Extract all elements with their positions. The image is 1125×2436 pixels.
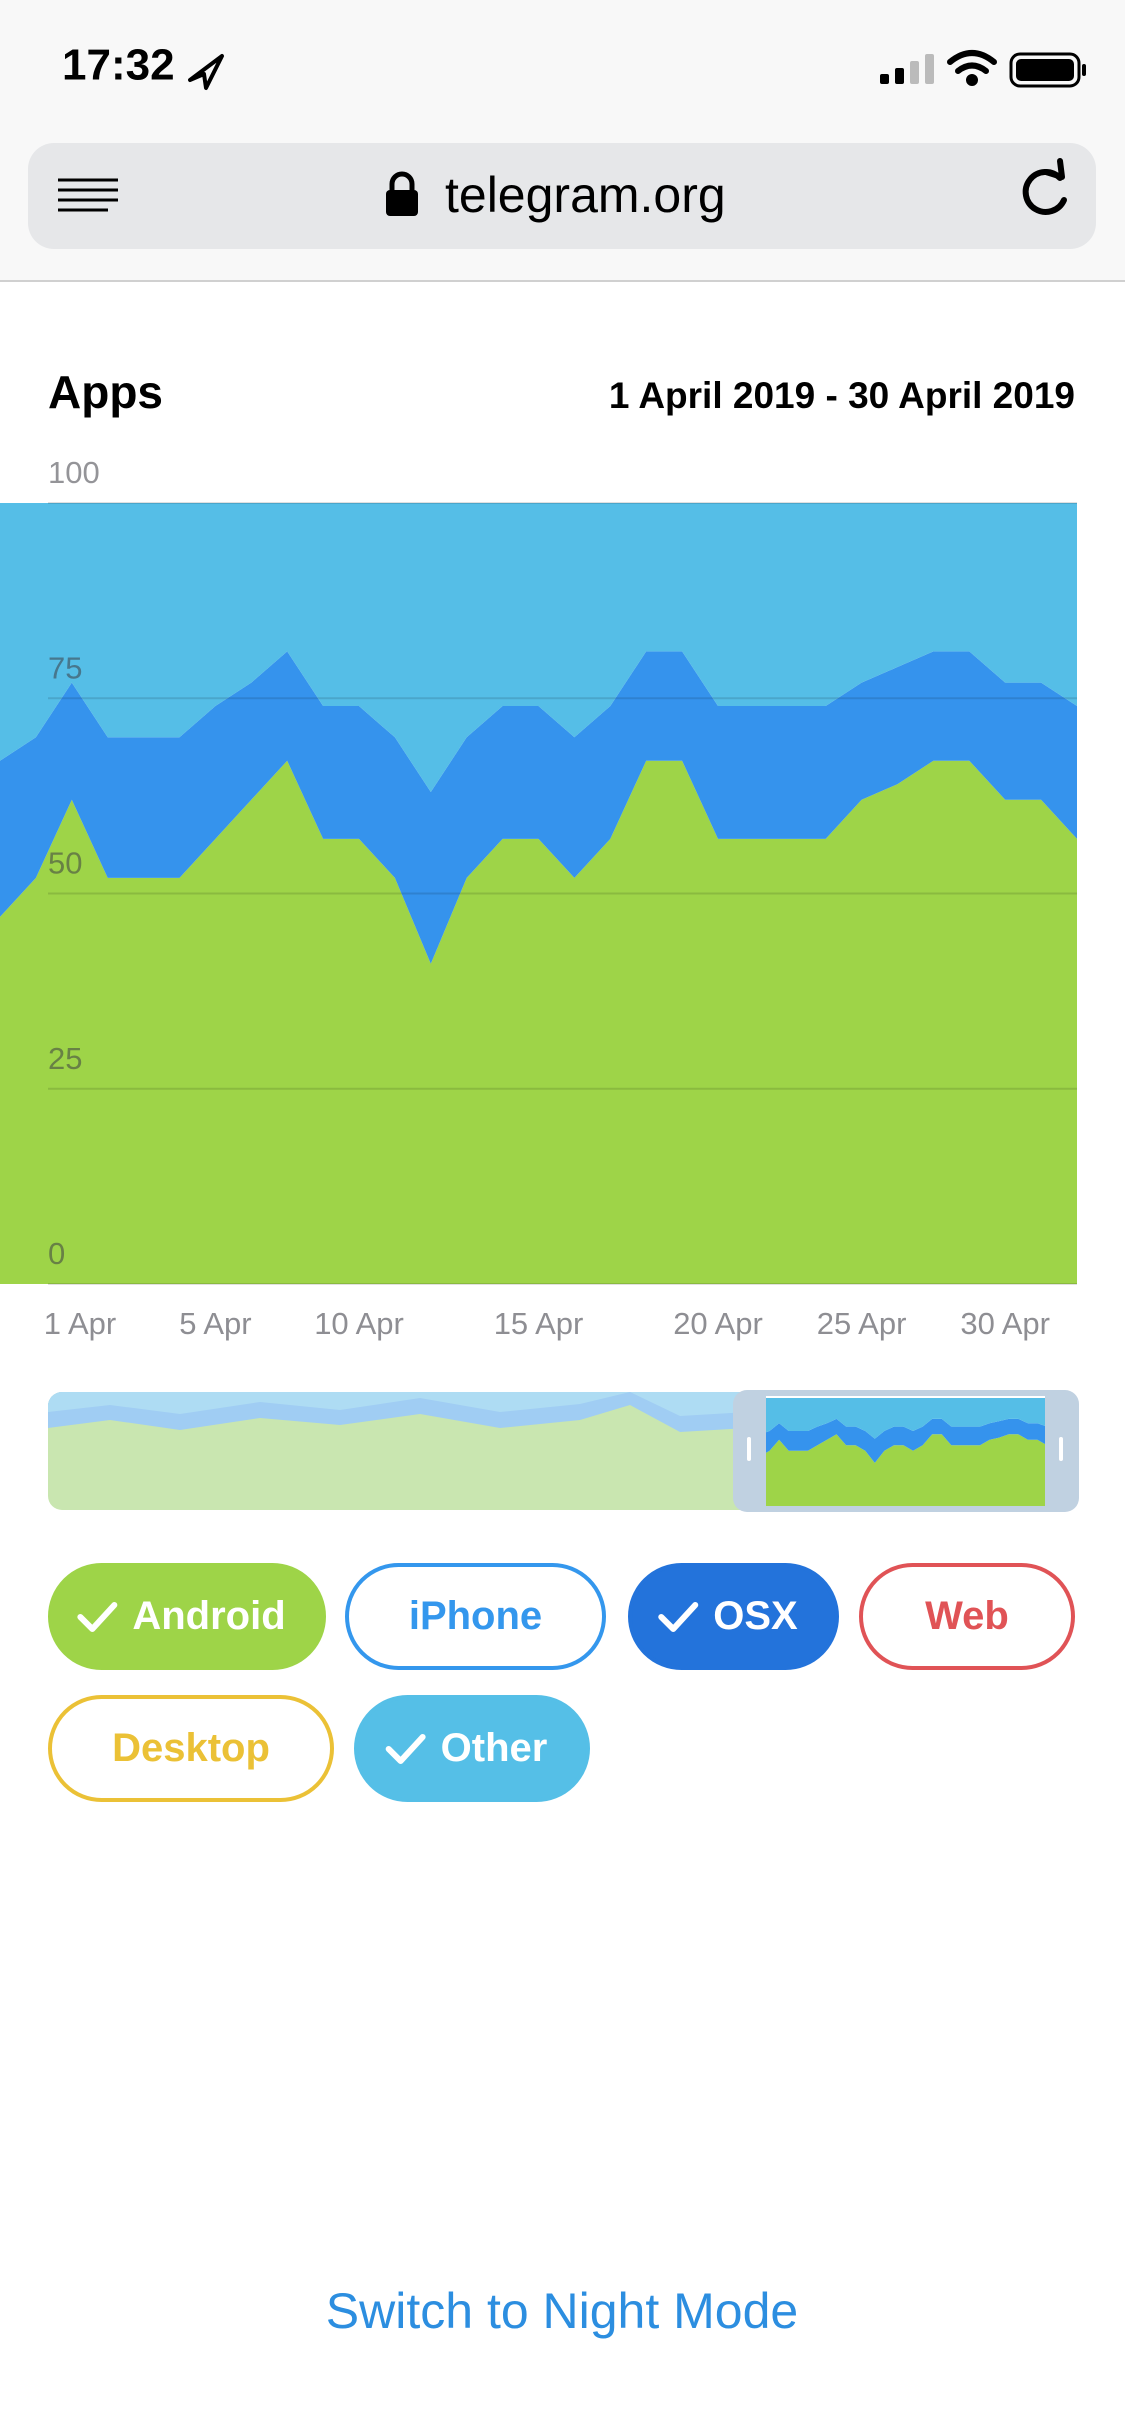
minimap-handle[interactable] [747,1437,751,1461]
toggle-label[interactable]: Android [132,1594,285,1638]
menu-icon[interactable] [58,178,118,212]
minimap-area [760,1418,1047,1463]
y-tick-label: 75 [48,650,82,685]
x-tick-label: 20 Apr [673,1306,763,1341]
toggle-check [77,1602,118,1632]
url-bar[interactable] [28,143,1096,249]
toggle-button[interactable]: Desktop [48,1695,334,1802]
toggle-button[interactable]: Web [859,1563,1075,1670]
status-time: 17:32 [62,41,175,90]
toggle-bg[interactable] [345,1563,606,1670]
minimap-bg-other [48,1392,748,1416]
night-mode-link[interactable]: Switch to Night Mode [326,2283,798,2339]
minimap-area [760,1434,1047,1508]
minimap-area [760,1398,1047,1439]
area [0,503,1077,792]
location-icon [188,54,224,90]
signal-icon [880,54,934,84]
x-tick-label: 10 Apr [314,1306,404,1341]
toggle-label[interactable]: Other [441,1726,548,1770]
area [0,651,1077,964]
minimap-handle[interactable] [1059,1437,1063,1461]
y-tick-label: 100 [48,455,100,490]
y-tick-label: 0 [48,1236,65,1271]
toggle-check [385,1734,426,1764]
area [0,760,1077,1284]
toggle-bg[interactable] [48,1563,326,1670]
x-tick-label: 15 Apr [494,1306,584,1341]
toggle-bg[interactable] [354,1695,590,1802]
x-tick-label: 5 Apr [179,1306,251,1341]
chart-subtitle: 1 April 2019 - 30 April 2019 [609,375,1075,416]
toggle-button[interactable]: iPhone [345,1563,606,1670]
minimap-body [48,1392,1047,1510]
toggle-bg[interactable] [859,1563,1075,1670]
toggle-button[interactable]: OSX [628,1563,839,1670]
toggle-bg[interactable] [628,1563,839,1670]
toggle-label[interactable]: Desktop [112,1726,270,1770]
lock-icon [386,171,418,216]
y-tick-label: 25 [48,1041,82,1076]
toggle-check [658,1602,699,1632]
toggle-button[interactable]: Other [354,1695,590,1802]
toggle-bg[interactable] [48,1695,334,1802]
y-tick-label: 50 [48,846,82,881]
toggle-label[interactable]: iPhone [409,1594,542,1638]
x-tick-label: 30 Apr [960,1306,1050,1341]
toggle-button[interactable]: Android [48,1563,326,1670]
wifi-icon [947,50,997,86]
x-tick-label: 25 Apr [817,1306,907,1341]
chart-title: Apps [48,366,163,418]
minimap[interactable] [48,1390,1079,1512]
reload-icon[interactable] [1022,158,1067,215]
battery-icon [1009,52,1086,88]
url-text: telegram.org [445,167,726,223]
toggle-label[interactable]: Web [925,1594,1009,1638]
x-tick-label: 1 Apr [44,1306,116,1341]
toggle-label[interactable]: OSX [713,1594,798,1638]
